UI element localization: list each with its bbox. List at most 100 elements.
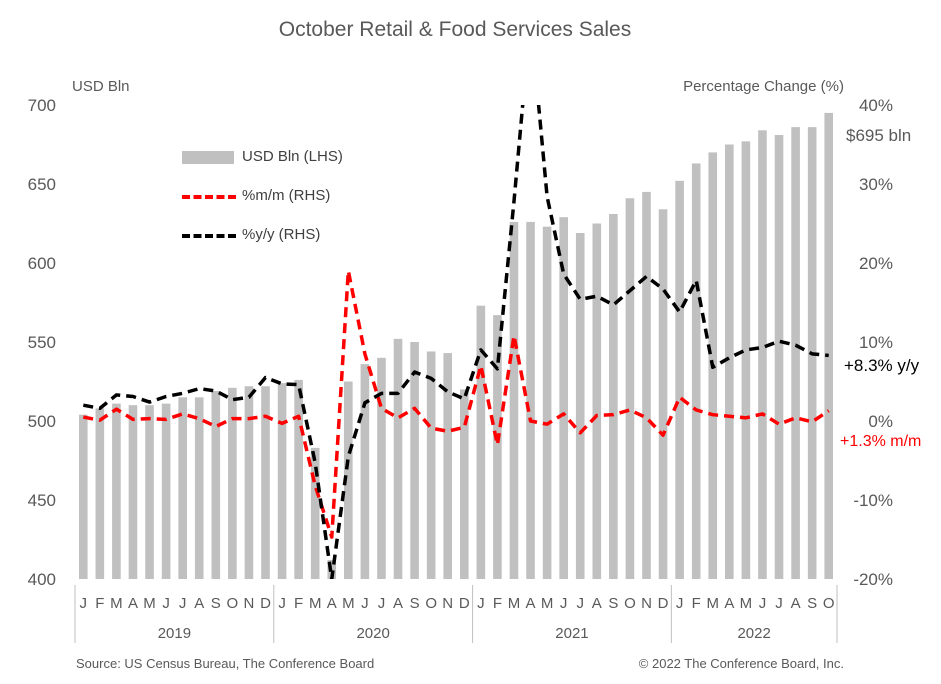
x-tick-label: M	[541, 595, 554, 612]
source-note: Source: US Census Bureau, The Conference…	[76, 656, 375, 671]
bar	[145, 405, 154, 579]
x-tick-label: S	[608, 595, 618, 612]
bar	[459, 389, 469, 579]
x-tick-label: A	[327, 595, 337, 612]
bar	[476, 305, 486, 579]
annotation-yoy: +8.3% y/y	[844, 356, 920, 375]
legend-label-yoy: %y/y (RHS)	[242, 226, 321, 243]
x-tick-label: M	[707, 595, 720, 612]
x-tick-label: O	[823, 595, 835, 612]
bar	[410, 342, 419, 579]
mom-line	[82, 269, 830, 539]
x-tick-label: A	[724, 595, 734, 612]
bar	[211, 390, 221, 579]
bar	[559, 217, 568, 579]
bar	[741, 141, 751, 579]
x-tick-label: M	[508, 595, 521, 612]
x-tick-label: J	[278, 595, 286, 612]
x-tick-label: M	[740, 595, 753, 612]
bar	[360, 364, 370, 579]
x-tick-label: F	[95, 595, 104, 612]
x-tick-label: A	[526, 595, 536, 612]
right-tick-label: -10%	[853, 491, 893, 510]
bar	[426, 351, 436, 579]
left-tick-label: 700	[28, 96, 56, 115]
bar	[625, 198, 635, 579]
bar	[774, 135, 784, 579]
x-tick-label: A	[128, 595, 138, 612]
bar	[344, 381, 353, 579]
x-tick-label: J	[676, 595, 684, 612]
left-tick-label: 400	[28, 570, 56, 589]
legend-label-level: USD Bln (LHS)	[242, 148, 343, 165]
x-tick-label: O	[624, 595, 636, 612]
x-group-label: 2022	[737, 625, 770, 642]
bar	[691, 163, 701, 579]
right-tick-label: 10%	[859, 333, 893, 352]
left-tick-label: 550	[28, 333, 56, 352]
bar	[526, 221, 535, 580]
bar	[377, 357, 386, 579]
left-tick-label: 600	[28, 254, 56, 273]
bar	[78, 414, 88, 579]
right-tick-label: 0%	[868, 412, 893, 431]
x-tick-label: J	[775, 595, 783, 612]
bar	[725, 144, 734, 579]
x-tick-label: M	[309, 595, 322, 612]
x-tick-label: M	[342, 595, 355, 612]
bar	[128, 405, 138, 579]
bar	[294, 379, 303, 579]
bar	[112, 403, 121, 579]
x-tick-label: M	[143, 595, 156, 612]
x-group-label: 2021	[555, 625, 588, 642]
x-tick-label: N	[442, 595, 453, 612]
yoy-line	[82, 105, 829, 579]
bar	[310, 447, 320, 579]
x-tick-label: J	[576, 595, 584, 612]
bar	[261, 386, 270, 579]
x-group-label: 2020	[356, 625, 389, 642]
bar	[542, 226, 552, 579]
legend-label-mom: %m/m (RHS)	[242, 187, 331, 204]
x-tick-label: J	[759, 595, 767, 612]
bar	[575, 232, 585, 580]
x-tick-label: J	[361, 595, 369, 612]
bar	[244, 386, 254, 579]
right-tick-label: 20%	[859, 254, 893, 273]
annotation-mom: +1.3% m/m	[840, 433, 921, 450]
left-tick-label: 650	[28, 175, 56, 194]
x-tick-label: S	[807, 595, 817, 612]
chart-title: October Retail & Food Services Sales	[278, 18, 632, 41]
x-tick-label: S	[211, 595, 221, 612]
x-tick-label: A	[791, 595, 801, 612]
x-group-label: 2019	[158, 625, 191, 642]
x-tick-label: O	[425, 595, 437, 612]
right-tick-label: -20%	[853, 570, 893, 589]
bar	[228, 387, 237, 579]
bar	[675, 180, 684, 579]
bar	[493, 315, 502, 579]
legend-swatch-mom	[182, 195, 236, 199]
bar	[824, 112, 834, 580]
right-tick-label: 30%	[859, 175, 893, 194]
bar	[509, 221, 519, 580]
bar	[642, 191, 651, 579]
left-tick-label: 450	[28, 491, 56, 510]
x-tick-label: N	[641, 595, 652, 612]
x-tick-label: A	[194, 595, 204, 612]
bar	[194, 397, 204, 579]
x-tick-label: O	[227, 595, 239, 612]
x-tick-label: A	[393, 595, 403, 612]
copyright-note: © 2022 The Conference Board, Inc.	[638, 656, 844, 671]
x-tick-label: J	[477, 595, 485, 612]
bar	[609, 214, 618, 579]
x-tick-label: F	[493, 595, 502, 612]
annotation-level: $695 bln	[846, 126, 911, 145]
x-tick-label: J	[378, 595, 386, 612]
x-tick-label: M	[110, 595, 123, 612]
legend-swatch-bar	[182, 151, 234, 164]
legend-swatch-yoy	[182, 234, 236, 238]
right-axis-unit: Percentage Change (%)	[683, 78, 844, 95]
bar	[592, 223, 602, 579]
x-tick-label: S	[410, 595, 420, 612]
